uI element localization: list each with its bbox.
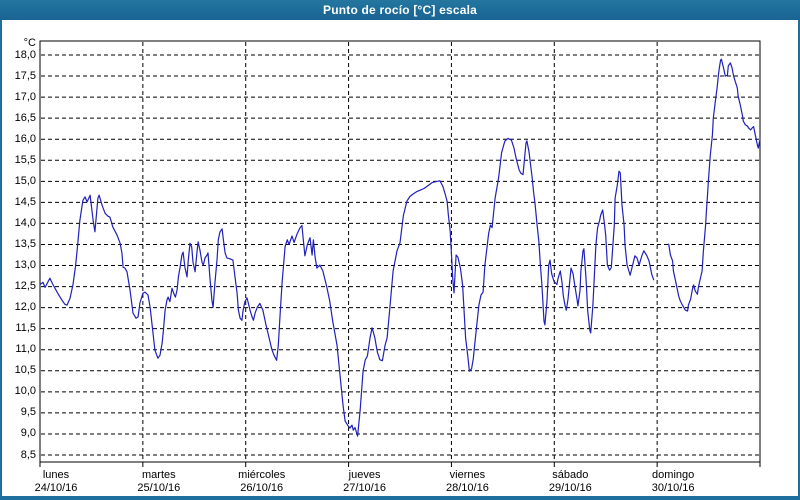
day-name: jueves [348,469,381,481]
day-date: 28/10/16 [446,482,489,494]
day-label: martes 25/10/16 [137,469,180,495]
y-axis-label: 17,0 [14,90,36,103]
y-axis-label: 12,5 [14,280,36,293]
day-label: jueves 27/10/16 [343,469,386,495]
dewpoint-line [39,58,761,437]
chart-canvas: °C 18,0 17,5 17,0 16,5 16,0 15,5 15,0 14,5 14,0 13… [2,20,798,496]
day-name: domingo [652,469,695,481]
y-axis-label: 14,0 [14,216,36,229]
y-axis-label: 8,5 [20,448,36,461]
y-axis-label: 13,5 [14,237,36,250]
y-axis-label: 18,0 [14,48,36,61]
y-axis-label: 11,0 [15,343,36,356]
day-label: miércoles 26/10/16 [238,469,285,495]
day-name: sábado [552,469,589,481]
y-axis-label: 10,0 [14,385,36,398]
y-axis-label: 16,5 [14,111,36,124]
page-title: Punto de rocío [°C] escala [322,3,478,17]
day-label: lunes 24/10/16 [35,469,78,495]
y-axis-label: 17,5 [14,69,36,82]
y-axis-unit: °C [23,37,36,49]
day-date: 25/10/16 [137,482,181,494]
y-axis-label: 10,5 [14,364,36,377]
day-date: 30/10/16 [651,482,695,494]
day-label: sábado 29/10/16 [549,469,592,495]
y-axis-label: 11,5 [15,322,36,335]
day-label: viernes 28/10/16 [446,469,489,495]
day-name: miércoles [238,469,286,481]
y-axis-label: 9,5 [20,406,36,419]
day-label: domingo 30/10/16 [652,469,695,495]
y-axis-label: 12,0 [14,301,36,314]
day-date: 29/10/16 [548,482,592,494]
day-name: lunes [42,469,70,481]
day-date: 24/10/16 [34,482,78,494]
day-date: 27/10/16 [343,482,386,494]
plot-border [39,40,761,463]
plot-svg [39,40,761,467]
y-axis-label: 14,5 [14,195,36,208]
day-name: viernes [449,469,486,481]
day-date: 26/10/16 [240,482,284,494]
title-bar: Punto de rocío [°C] escala [0,0,800,20]
day-name: martes [142,469,176,481]
y-axis-label: 15,5 [14,153,36,166]
y-axis-label: 15,0 [14,174,36,187]
y-axis-label: 9,0 [20,427,36,440]
y-axis-label: 13,0 [14,259,36,272]
y-axis-label: 16,0 [14,132,36,145]
